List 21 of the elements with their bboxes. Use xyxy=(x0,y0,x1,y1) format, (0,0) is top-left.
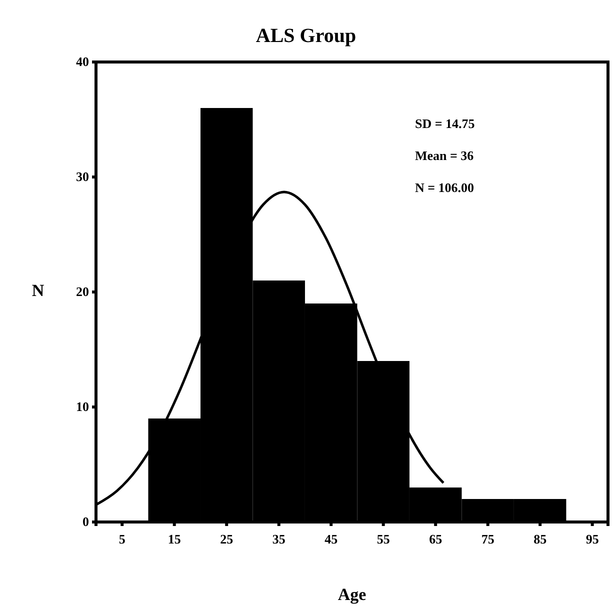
chart-title: ALS Group xyxy=(256,25,356,47)
y-tick-label: 20 xyxy=(76,284,89,300)
y-axis-title: N xyxy=(32,281,45,300)
x-axis-title: Age xyxy=(338,585,367,604)
x-tick-label: 15 xyxy=(168,531,182,546)
x-tick-label: 65 xyxy=(429,531,443,546)
x-tick-label: 85 xyxy=(534,531,548,546)
y-tick-label: 40 xyxy=(76,54,89,70)
x-tick-label: 25 xyxy=(220,531,234,546)
y-tick-label: 0 xyxy=(82,514,89,530)
x-tick-label: 55 xyxy=(376,531,390,546)
annotation: SD = 14.75 xyxy=(415,116,476,131)
annotation: Mean = 36 xyxy=(415,148,474,163)
annotation: N = 106.00 xyxy=(415,180,474,195)
x-tick-label: 5 xyxy=(118,531,126,546)
x-tick-label: 95 xyxy=(586,531,600,546)
x-tick-label: 45 xyxy=(324,531,338,546)
y-tick-label: 10 xyxy=(76,399,89,414)
x-tick-label: 35 xyxy=(272,531,286,546)
y-tick-label: 30 xyxy=(76,169,89,184)
x-tick-label: 75 xyxy=(481,531,495,546)
